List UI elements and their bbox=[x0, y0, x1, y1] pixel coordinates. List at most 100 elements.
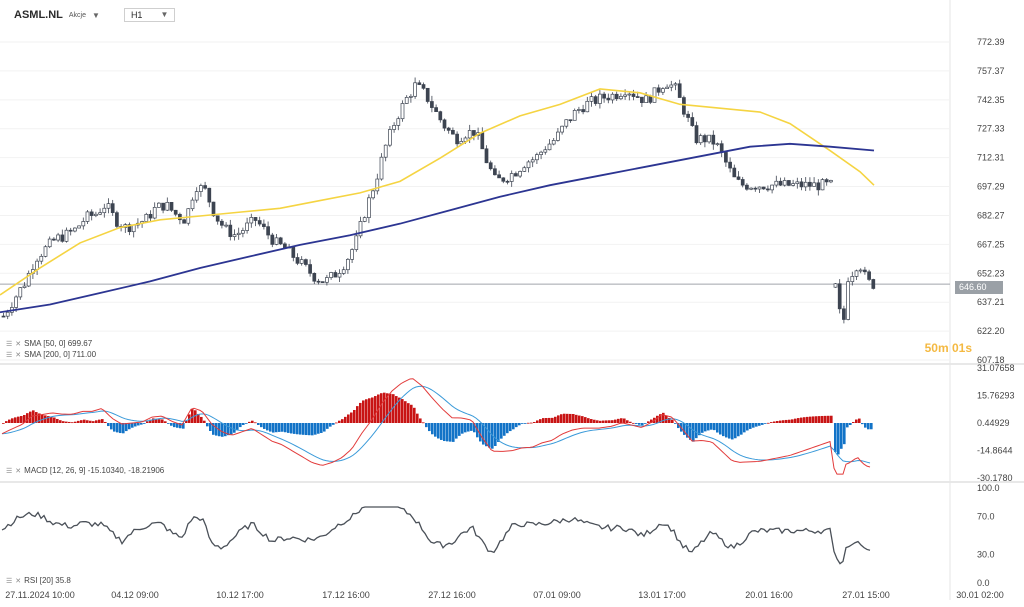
candle bbox=[157, 202, 161, 208]
settings-icon[interactable]: ☰ bbox=[6, 577, 13, 585]
settings-icon[interactable]: ☰ bbox=[6, 340, 13, 348]
candle bbox=[593, 96, 598, 104]
macd-histogram-bar bbox=[797, 418, 800, 423]
candle bbox=[173, 209, 178, 215]
candle bbox=[652, 87, 657, 103]
current-price-tag: 646.60 bbox=[955, 281, 1003, 294]
rsi-tick-label: 30.0 bbox=[977, 550, 995, 560]
candle bbox=[1, 315, 6, 318]
macd-histogram-bar bbox=[281, 423, 284, 432]
macd-histogram-bar bbox=[332, 423, 335, 425]
candle bbox=[400, 103, 405, 120]
candle bbox=[64, 229, 69, 242]
sma200-legend[interactable]: ☰ ✕ SMA [200, 0] 711.00 bbox=[6, 350, 96, 359]
rsi-legend[interactable]: ☰ ✕ RSI [20] 35.8 bbox=[6, 576, 71, 585]
macd-histogram-bar bbox=[710, 423, 713, 430]
candle bbox=[56, 234, 60, 241]
symbol-label[interactable]: ASML.NL bbox=[14, 9, 63, 21]
macd-histogram-bar bbox=[485, 423, 488, 447]
sma50-legend[interactable]: ☰ ✕ SMA [50, 0] 699.67 bbox=[6, 339, 92, 348]
price-tick-label: 742.35 bbox=[977, 95, 1005, 105]
macd-histogram-bar bbox=[518, 423, 521, 426]
macd-histogram-bar bbox=[308, 423, 311, 436]
macd-histogram-bar bbox=[53, 417, 56, 423]
macd-histogram-bar bbox=[77, 420, 80, 423]
candle bbox=[749, 187, 753, 190]
candle bbox=[165, 201, 170, 211]
candle bbox=[106, 203, 111, 209]
candle bbox=[623, 94, 627, 97]
macd-histogram-bar bbox=[683, 423, 686, 435]
candle bbox=[728, 161, 732, 169]
candle bbox=[39, 255, 44, 262]
macd-legend[interactable]: ☰ ✕ MACD [12, 26, 9] -15.10340, -18.2190… bbox=[6, 466, 164, 475]
candle bbox=[161, 202, 165, 211]
macd-histogram-bar bbox=[335, 422, 338, 424]
timeframe-select[interactable]: H1 ▼ bbox=[123, 8, 176, 22]
macd-histogram-bar bbox=[185, 420, 188, 423]
macd-histogram-bar bbox=[437, 423, 440, 439]
candle bbox=[619, 95, 623, 100]
macd-histogram-bar bbox=[758, 423, 761, 426]
candle bbox=[274, 237, 279, 245]
macd-histogram-bar bbox=[155, 418, 158, 423]
macd-histogram-bar bbox=[56, 418, 59, 423]
macd-histogram-bar bbox=[458, 423, 461, 436]
candle bbox=[833, 283, 838, 288]
macd-histogram-bar bbox=[689, 423, 692, 440]
macd-histogram-bar bbox=[248, 421, 251, 423]
macd-histogram-bar bbox=[23, 415, 26, 423]
close-icon[interactable]: ✕ bbox=[15, 340, 22, 348]
candle bbox=[73, 227, 77, 232]
macd-histogram-bar bbox=[728, 423, 731, 439]
candle bbox=[245, 222, 249, 231]
candle bbox=[194, 191, 199, 201]
macd-histogram-bar bbox=[206, 423, 209, 427]
macd-histogram-bar bbox=[596, 420, 599, 423]
macd-histogram-bar bbox=[161, 419, 164, 423]
symbol-dropdown-icon[interactable]: ▼ bbox=[92, 10, 100, 20]
timeframe-dropdown-icon[interactable]: ▼ bbox=[160, 10, 169, 19]
macd-histogram-bar bbox=[674, 423, 677, 424]
macd-histogram-bar bbox=[272, 423, 275, 433]
macd-histogram-bar bbox=[431, 423, 434, 435]
candle bbox=[5, 311, 10, 317]
candle bbox=[501, 177, 506, 182]
candle bbox=[451, 129, 455, 135]
macd-signal-line bbox=[1, 385, 871, 464]
macd-histogram-bar bbox=[11, 418, 14, 423]
close-icon[interactable]: ✕ bbox=[15, 467, 22, 475]
macd-histogram-bar bbox=[846, 423, 849, 428]
candle bbox=[472, 130, 476, 136]
candle bbox=[627, 93, 632, 96]
candle bbox=[68, 229, 73, 232]
candle bbox=[388, 129, 392, 146]
macd-histogram-bar bbox=[806, 416, 809, 423]
macd-histogram-bar bbox=[104, 421, 107, 423]
candle bbox=[589, 96, 594, 102]
close-icon[interactable]: ✕ bbox=[15, 351, 22, 359]
candle bbox=[94, 213, 98, 216]
macd-histogram-bar bbox=[320, 423, 323, 433]
macd-histogram-bar bbox=[350, 412, 353, 423]
candle bbox=[26, 272, 31, 287]
macd-histogram-bar bbox=[515, 423, 518, 428]
rsi-tick-label: 0.0 bbox=[977, 578, 990, 588]
candle bbox=[220, 220, 224, 226]
macd-histogram-bar bbox=[749, 423, 752, 429]
macd-histogram-bar bbox=[761, 423, 764, 425]
price-tick-label: 637.21 bbox=[977, 297, 1005, 307]
candle bbox=[488, 162, 493, 170]
candle bbox=[698, 135, 703, 144]
candle bbox=[190, 199, 195, 210]
macd-histogram-bar bbox=[317, 423, 320, 434]
macd-histogram-bar bbox=[92, 421, 95, 423]
settings-icon[interactable]: ☰ bbox=[6, 467, 13, 475]
settings-icon[interactable]: ☰ bbox=[6, 351, 13, 359]
macd-histogram-bar bbox=[47, 416, 50, 423]
candle bbox=[539, 151, 543, 155]
close-icon[interactable]: ✕ bbox=[15, 577, 22, 585]
macd-histogram-bar bbox=[227, 423, 230, 436]
candle bbox=[854, 270, 859, 277]
